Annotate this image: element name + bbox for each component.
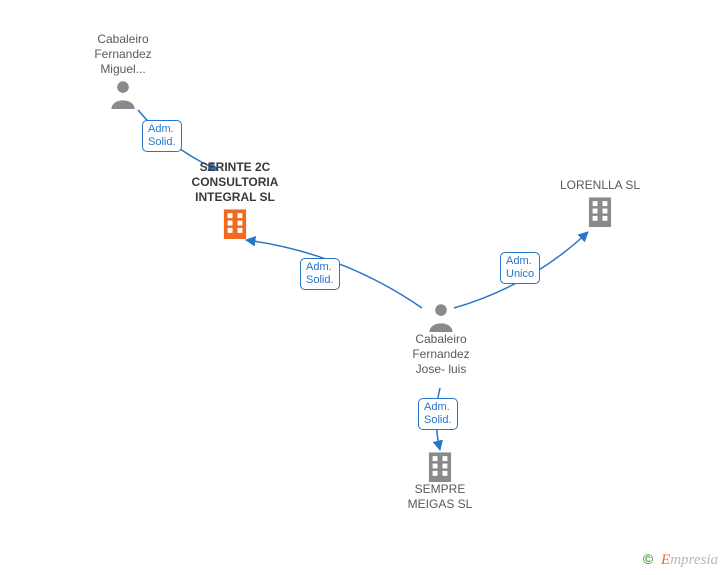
node-label: Cabaleiro Fernandez Jose- luis: [396, 332, 486, 377]
edge-label: Adm. Solid.: [300, 258, 340, 290]
node-person_miguel[interactable]: Cabaleiro Fernandez Miguel...: [78, 32, 168, 109]
brand-rest: mpresia: [670, 552, 718, 568]
building-icon: [540, 195, 660, 227]
diagram-canvas: Cabaleiro Fernandez Miguel... SERINTE 2C …: [0, 0, 728, 575]
node-label: LORENLLA SL: [540, 178, 660, 193]
watermark: © Empresia: [643, 551, 718, 569]
node-lorenlla[interactable]: LORENLLA SL: [540, 178, 660, 227]
building-icon: [175, 207, 295, 239]
person-icon: [396, 302, 486, 332]
edge-label: Adm. Unico: [500, 252, 540, 284]
edge-label: Adm. Solid.: [418, 398, 458, 430]
node-serinte[interactable]: SERINTE 2C CONSULTORIA INTEGRAL SL: [175, 160, 295, 239]
building-icon: [395, 450, 485, 482]
person-icon: [78, 79, 168, 109]
edge-label: Adm. Solid.: [142, 120, 182, 152]
copyright-symbol: ©: [643, 551, 653, 567]
node-label: SERINTE 2C CONSULTORIA INTEGRAL SL: [175, 160, 295, 205]
node-sempre[interactable]: SEMPRE MEIGAS SL: [395, 448, 485, 512]
node-label: Cabaleiro Fernandez Miguel...: [78, 32, 168, 77]
node-label: SEMPRE MEIGAS SL: [395, 482, 485, 512]
brand-first-letter: E: [661, 552, 670, 568]
node-person_jose[interactable]: Cabaleiro Fernandez Jose- luis: [396, 300, 486, 377]
